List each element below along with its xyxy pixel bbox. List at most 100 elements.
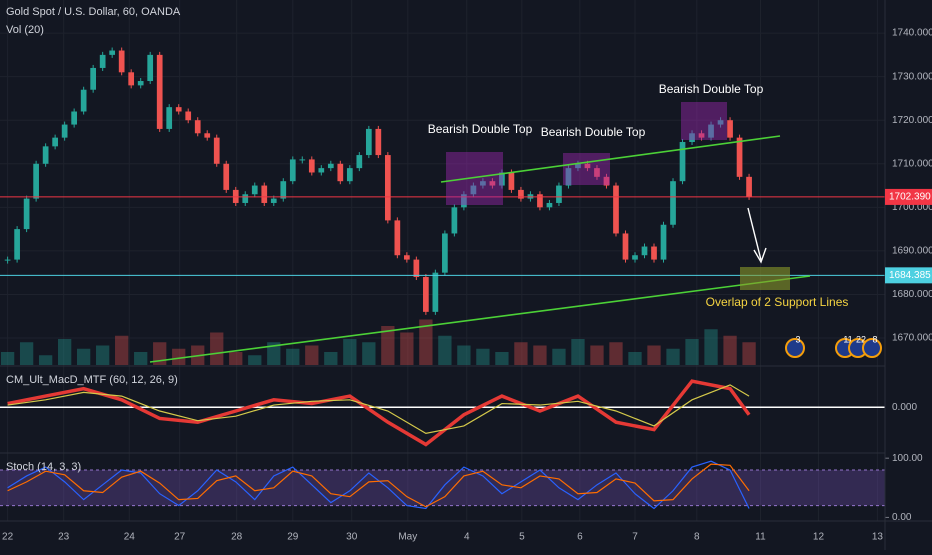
x-tick-label: 29 [287, 532, 299, 543]
candle-body [518, 189, 524, 199]
candle-body [603, 176, 610, 186]
candle-body [128, 72, 135, 86]
volume-bar [305, 345, 319, 365]
event-icon [785, 338, 805, 358]
candle-body [365, 128, 372, 156]
candle-body [270, 198, 277, 203]
candle-body [346, 168, 353, 182]
candle-body [194, 120, 201, 134]
indicator-line [7, 460, 750, 510]
x-tick-label: 30 [346, 532, 358, 543]
candle-body [641, 246, 648, 256]
y-tick-label: 1730.000 [892, 71, 932, 82]
x-tick-label: 7 [632, 532, 638, 543]
candle-body [442, 233, 448, 273]
volume-bar [742, 342, 756, 365]
y-tick-label: 1710.000 [892, 158, 932, 169]
candle-body [175, 107, 182, 112]
indicator-line [7, 463, 750, 508]
volume-bar [533, 345, 547, 365]
candle-body [622, 233, 629, 260]
pattern-box [681, 102, 727, 140]
volume-bar [381, 326, 395, 365]
candle-body [90, 67, 97, 90]
volume-bar [723, 335, 737, 365]
candle-body [147, 54, 154, 82]
y-tick-label: 1670.000 [892, 333, 932, 344]
trend-line [149, 275, 811, 363]
candle-body [575, 163, 581, 169]
x-tick-label: May [398, 532, 417, 543]
volume-bar [38, 355, 53, 365]
candle-body [156, 54, 163, 129]
candle-body [746, 176, 752, 197]
volume-bar [571, 339, 585, 365]
candle-body [689, 133, 695, 142]
candle-body [708, 124, 714, 138]
candle-body [33, 163, 39, 199]
trend-line [440, 135, 781, 183]
x-tick-label: 23 [58, 532, 70, 543]
volume-bar [76, 348, 91, 365]
indicator-line [7, 384, 750, 434]
zone-box [740, 267, 790, 290]
volume-bar [704, 329, 718, 365]
candle-body [413, 259, 420, 278]
volume-bar [609, 342, 623, 365]
volume-bar [476, 348, 490, 365]
volume-bar [286, 348, 300, 365]
candle-body [308, 159, 315, 173]
candle-body [698, 133, 705, 138]
candle-body [651, 246, 657, 260]
candle-body [80, 89, 87, 112]
candle-body [61, 124, 68, 138]
event-label: 8 [872, 334, 877, 344]
candle-body [251, 185, 258, 195]
macd-label: CM_Ult_MacD_MTF (60, 12, 26, 9) [6, 374, 178, 386]
candle-body [546, 202, 553, 208]
pattern-box [446, 152, 503, 205]
candle-body [99, 54, 106, 68]
candle-body [327, 163, 334, 169]
candle-body [118, 50, 125, 73]
x-tick-label: 12 [813, 532, 825, 543]
arrow [747, 207, 762, 261]
candle-body [4, 259, 11, 261]
candle-body [537, 194, 543, 208]
candle-body [632, 255, 638, 260]
annotation: Bearish Double Top [428, 122, 533, 136]
volume-bar [457, 345, 471, 365]
volume-bar [0, 352, 15, 365]
volume-bar [343, 339, 357, 365]
candle-body [394, 220, 401, 256]
volume-bar [400, 332, 414, 365]
y-tick-label: 1740.000 [892, 28, 932, 39]
volume-bar [552, 348, 566, 365]
y-tick-label: 1680.000 [892, 289, 932, 300]
price-badge [885, 188, 932, 205]
volume-bar [134, 352, 148, 365]
x-tick-label: 8 [694, 532, 700, 543]
volume-bar [495, 352, 509, 365]
volume-bar [248, 355, 262, 365]
volume-bar [628, 352, 642, 365]
volume-bar [685, 339, 699, 365]
candle-body [727, 120, 733, 138]
x-tick-label: 27 [174, 532, 186, 543]
candle-body [584, 163, 591, 169]
event-icon [862, 338, 882, 358]
x-tick-label: 5 [519, 532, 525, 543]
price-badge-label: 1684.385 [889, 270, 931, 281]
candle-body [299, 159, 306, 161]
event-label: 11 [843, 334, 852, 344]
volume-bar [514, 342, 528, 365]
candle-body [280, 181, 287, 199]
candle-body [109, 50, 116, 55]
annotation: Overlap of 2 Support Lines [706, 295, 849, 309]
stoch-label: Stoch (14, 3, 3) [6, 461, 81, 473]
volume-bar [153, 342, 167, 365]
x-tick-label: 24 [124, 532, 136, 543]
candle-body [166, 107, 173, 129]
price-badge [885, 267, 932, 284]
y-tick-label: 1700.000 [892, 202, 932, 213]
